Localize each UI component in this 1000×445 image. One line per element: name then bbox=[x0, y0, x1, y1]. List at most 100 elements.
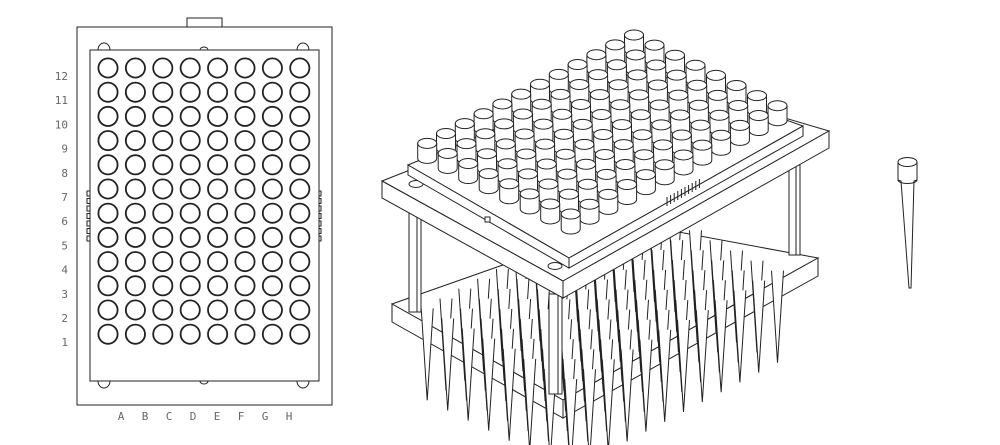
well-G7 bbox=[261, 178, 283, 200]
tip-collar bbox=[615, 159, 636, 186]
tip-collar-top bbox=[530, 78, 550, 90]
tip-collar-top bbox=[458, 158, 479, 170]
row-label-9: 9 bbox=[61, 143, 68, 156]
tip-collar-top bbox=[548, 68, 569, 80]
tip-collar-top bbox=[567, 59, 588, 71]
tip-collar-top bbox=[494, 118, 515, 130]
tip-collar-top bbox=[552, 108, 573, 120]
tip-collar-top bbox=[538, 178, 559, 190]
well-G1 bbox=[261, 323, 283, 345]
well-F12 bbox=[234, 57, 256, 79]
well-H12 bbox=[289, 57, 311, 79]
well-F8 bbox=[234, 154, 256, 176]
well-G2 bbox=[261, 299, 283, 321]
tip-collar bbox=[767, 100, 788, 127]
tip-collar-top bbox=[579, 198, 600, 210]
well-A7 bbox=[97, 178, 119, 200]
tip-collar-top bbox=[610, 99, 631, 111]
tip-collar-top bbox=[591, 109, 612, 121]
well-A2 bbox=[97, 299, 119, 321]
tip-collar-top bbox=[654, 159, 675, 171]
tip-collar bbox=[519, 188, 540, 215]
hanging-tip bbox=[502, 348, 516, 441]
tip-collar bbox=[540, 198, 561, 225]
well-B3 bbox=[124, 275, 146, 297]
well-D10 bbox=[179, 105, 201, 127]
well-F2 bbox=[234, 299, 256, 321]
corner-tab-group bbox=[97, 42, 310, 389]
well-C10 bbox=[152, 105, 174, 127]
tip-collar-top bbox=[512, 108, 533, 120]
tip-collar-top bbox=[536, 158, 557, 170]
well-F5 bbox=[234, 226, 256, 248]
hanging-tip bbox=[461, 328, 475, 421]
well-E5 bbox=[207, 226, 229, 248]
tip-collar bbox=[634, 149, 655, 176]
column-label-F: F bbox=[238, 410, 245, 423]
tip-collar-top bbox=[748, 110, 769, 122]
rack-top-view: 12 11 10 9 8 7 6 5 4 3 2 1 A B C D E F G H bbox=[55, 17, 333, 423]
well-F4 bbox=[234, 251, 256, 273]
tip-collar bbox=[591, 109, 612, 136]
tip-collar-top bbox=[492, 98, 513, 110]
row-label-2: 2 bbox=[61, 312, 68, 325]
column-label-E: E bbox=[214, 410, 221, 423]
tip-collar-top bbox=[729, 119, 750, 131]
tip-collar-top bbox=[571, 98, 591, 110]
tip-collar bbox=[654, 159, 675, 186]
tip-collar-top bbox=[726, 80, 747, 91]
well-D7 bbox=[179, 178, 201, 200]
tip-collar-top bbox=[649, 99, 670, 111]
well-D3 bbox=[179, 275, 201, 297]
well-G12 bbox=[261, 57, 283, 79]
well-G3 bbox=[261, 275, 283, 297]
hanging-tip bbox=[771, 270, 784, 363]
well-C9 bbox=[152, 130, 174, 152]
hanging-tip bbox=[441, 318, 455, 411]
hanging-tip bbox=[733, 290, 747, 383]
well-D6 bbox=[179, 202, 201, 224]
tip-collar-top bbox=[612, 119, 632, 131]
tip-collar-top bbox=[613, 139, 634, 151]
tip-collar-body bbox=[499, 183, 520, 205]
tip-collar-top bbox=[531, 98, 552, 110]
tip-collar-top bbox=[606, 59, 627, 71]
tip-collar-top bbox=[685, 59, 706, 71]
center-notch-top bbox=[199, 46, 209, 51]
tip-collar-top bbox=[589, 89, 610, 101]
tip-collar-top bbox=[688, 99, 709, 111]
well-C7 bbox=[152, 178, 174, 200]
tip-collar-top bbox=[632, 129, 653, 141]
hanging-tip bbox=[695, 310, 709, 403]
tip-collar-top bbox=[608, 79, 629, 91]
well-G4 bbox=[261, 251, 283, 273]
well-B7 bbox=[124, 178, 146, 200]
tip-collar-top bbox=[711, 129, 732, 141]
well-A10 bbox=[97, 105, 119, 127]
well-G10 bbox=[261, 105, 283, 127]
tip-collar-top bbox=[629, 89, 650, 101]
well-H4 bbox=[289, 251, 311, 273]
well-H11 bbox=[289, 81, 311, 103]
hanging-tip bbox=[583, 369, 596, 445]
tip-collar-top bbox=[516, 148, 537, 160]
tip-collar-top bbox=[728, 99, 749, 111]
well-H6 bbox=[289, 202, 311, 224]
tip-collar-top bbox=[550, 88, 571, 100]
tip-collar-top bbox=[634, 149, 655, 161]
hanging-tip bbox=[714, 300, 728, 393]
well-C11 bbox=[152, 81, 174, 103]
well-A12 bbox=[97, 57, 119, 79]
tip-collar-top bbox=[511, 88, 532, 100]
well-A9 bbox=[97, 130, 119, 152]
row-label-6: 6 bbox=[61, 215, 68, 228]
tip-collar-grid bbox=[417, 29, 788, 235]
tip-collar-top bbox=[437, 147, 458, 159]
tip-collar-top bbox=[417, 137, 438, 149]
hanging-tip bbox=[620, 349, 634, 442]
tip-collar-top bbox=[617, 179, 638, 190]
well-G8 bbox=[261, 154, 283, 176]
well-E1 bbox=[207, 323, 229, 345]
tip-collar bbox=[729, 119, 750, 146]
tip-collar-top bbox=[625, 49, 646, 61]
